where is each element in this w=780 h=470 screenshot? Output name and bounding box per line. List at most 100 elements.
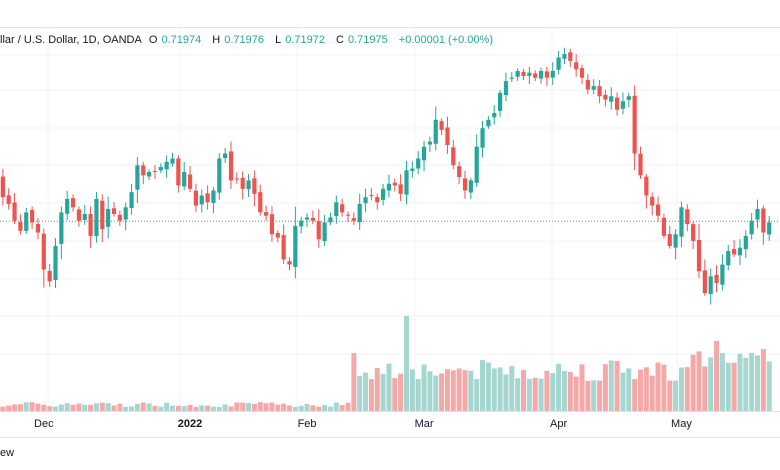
- candle-body: [685, 209, 690, 225]
- volume-bar: [298, 405, 304, 411]
- volume-bar: [626, 368, 632, 411]
- candle-body: [158, 166, 163, 171]
- volume-bar: [585, 380, 591, 411]
- candle-body: [381, 188, 386, 200]
- time-tick-apr: Apr: [550, 418, 568, 430]
- candle-body: [152, 170, 158, 172]
- candle-body: [503, 81, 509, 96]
- volume-bar: [41, 404, 47, 411]
- volume-bar: [538, 378, 544, 411]
- candle-body: [275, 233, 280, 238]
- candle-body: [392, 182, 397, 186]
- volume-bar: [82, 404, 88, 411]
- symbol-legend: llar / U.S. Dollar, 1D, OANDA O 0.71974 H…: [0, 34, 497, 46]
- footer-label[interactable]: ew: [0, 447, 15, 459]
- candle-body: [59, 212, 64, 244]
- candle-body: [94, 198, 99, 237]
- candle-body: [135, 165, 140, 190]
- volume-bar: [485, 362, 491, 411]
- candle-body: [240, 177, 245, 189]
- candle-body: [603, 94, 608, 100]
- candle-body: [544, 71, 549, 78]
- time-axis-border: [0, 411, 780, 412]
- volume-bar: [222, 404, 228, 411]
- candle-body: [281, 235, 286, 260]
- candle-body: [41, 233, 46, 270]
- volume-bar: [491, 368, 497, 411]
- candle-body: [316, 221, 321, 240]
- volume-bar: [708, 357, 714, 411]
- volume-bar: [760, 349, 766, 411]
- volume-bar: [47, 406, 53, 411]
- candle-body: [457, 166, 462, 178]
- volume-bar: [550, 373, 556, 411]
- volume-bar: [667, 380, 673, 411]
- candle-body: [223, 153, 228, 158]
- candle-body: [427, 141, 432, 145]
- volume-bar: [456, 368, 462, 411]
- candle-body: [164, 161, 169, 170]
- volume-bar: [755, 355, 760, 411]
- volume-bar: [497, 367, 503, 411]
- candle-body: [726, 251, 731, 266]
- time-tick-may: May: [671, 418, 692, 430]
- candle-body: [88, 214, 93, 236]
- volume-bar: [140, 402, 146, 411]
- candle-body: [76, 209, 81, 221]
- candle-body: [47, 270, 52, 282]
- candle-body: [106, 208, 111, 227]
- candle-body: [743, 235, 748, 250]
- volume-bar: [105, 403, 111, 411]
- candle-body: [579, 68, 585, 78]
- candle-body: [509, 77, 514, 79]
- candle-body: [357, 203, 362, 223]
- volume-bar: [649, 375, 655, 411]
- candle-body: [439, 121, 444, 130]
- candle-body: [737, 247, 743, 256]
- volume-bar: [181, 406, 187, 411]
- volume-bar: [205, 405, 211, 411]
- volume-bar: [655, 362, 661, 411]
- volume-bar: [556, 363, 562, 411]
- candle-body: [486, 119, 491, 127]
- volume-bar: [509, 366, 515, 411]
- candle-body: [351, 218, 356, 221]
- volume-bar: [99, 402, 105, 411]
- candle-body: [650, 196, 655, 206]
- volume-bar: [199, 405, 205, 411]
- volume-bar: [737, 353, 743, 411]
- candle-body: [187, 174, 193, 189]
- volume-bar: [690, 354, 696, 411]
- candle-body: [53, 246, 58, 280]
- candle-body: [767, 222, 772, 235]
- ohlc-low: L 0.71972: [275, 34, 325, 46]
- volume-bar: [444, 369, 450, 411]
- candle-body: [445, 127, 450, 146]
- candle-body: [322, 222, 327, 241]
- candle-body: [18, 222, 23, 231]
- candlesticks: [0, 47, 772, 305]
- volume-bar: [521, 370, 526, 411]
- candle-body: [515, 70, 520, 77]
- volume-bar: [351, 353, 357, 411]
- candle-body: [340, 204, 345, 213]
- candle-body: [369, 194, 374, 196]
- volume-bar: [64, 403, 70, 411]
- volume-bar: [111, 405, 117, 411]
- volume-bar: [643, 367, 649, 411]
- symbol-name[interactable]: llar / U.S. Dollar, 1D, OANDA: [0, 34, 142, 46]
- volume-bar: [310, 405, 316, 411]
- volume-bar: [532, 377, 538, 411]
- volume-bar: [363, 372, 369, 411]
- candle-body: [597, 86, 602, 97]
- candle-body: [205, 193, 210, 203]
- candle-body: [609, 96, 614, 102]
- candle-body: [714, 274, 719, 284]
- candle-body: [123, 207, 128, 220]
- candle-body: [533, 73, 538, 78]
- volume-bar: [380, 373, 386, 411]
- candle-body: [462, 178, 468, 191]
- grid-lines: [0, 28, 780, 411]
- volume-bar: [345, 402, 351, 411]
